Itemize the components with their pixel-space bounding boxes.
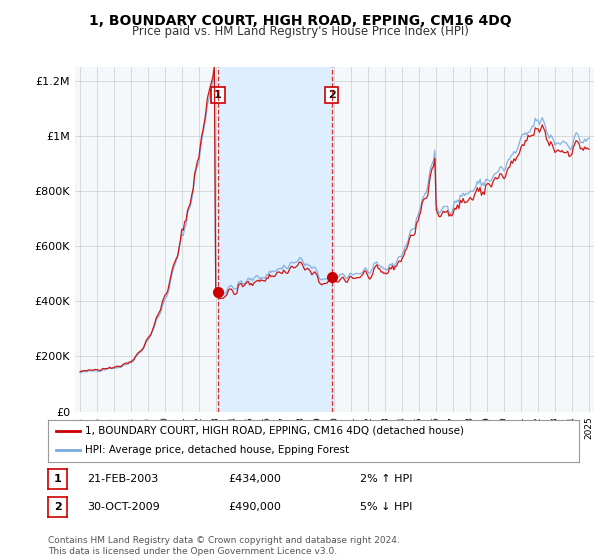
Text: Price paid vs. HM Land Registry's House Price Index (HPI): Price paid vs. HM Land Registry's House … [131,25,469,38]
Text: 30-OCT-2009: 30-OCT-2009 [87,502,160,512]
Text: 1, BOUNDARY COURT, HIGH ROAD, EPPING, CM16 4DQ: 1, BOUNDARY COURT, HIGH ROAD, EPPING, CM… [89,14,511,28]
Text: 21-FEB-2003: 21-FEB-2003 [87,474,158,484]
Bar [218,67,332,412]
Text: 1: 1 [54,474,61,484]
Text: 1, BOUNDARY COURT, HIGH ROAD, EPPING, CM16 4DQ (detached house): 1, BOUNDARY COURT, HIGH ROAD, EPPING, CM… [85,426,464,436]
Text: Contains HM Land Registry data © Crown copyright and database right 2024.
This d: Contains HM Land Registry data © Crown c… [48,536,400,556]
Text: 1: 1 [214,90,222,100]
Text: 2: 2 [54,502,61,512]
Text: HPI: Average price, detached house, Epping Forest: HPI: Average price, detached house, Eppi… [85,445,349,455]
Text: £490,000: £490,000 [228,502,281,512]
Text: 5% ↓ HPI: 5% ↓ HPI [360,502,412,512]
Text: 2% ↑ HPI: 2% ↑ HPI [360,474,413,484]
Text: £434,000: £434,000 [228,474,281,484]
Text: 2: 2 [328,90,335,100]
